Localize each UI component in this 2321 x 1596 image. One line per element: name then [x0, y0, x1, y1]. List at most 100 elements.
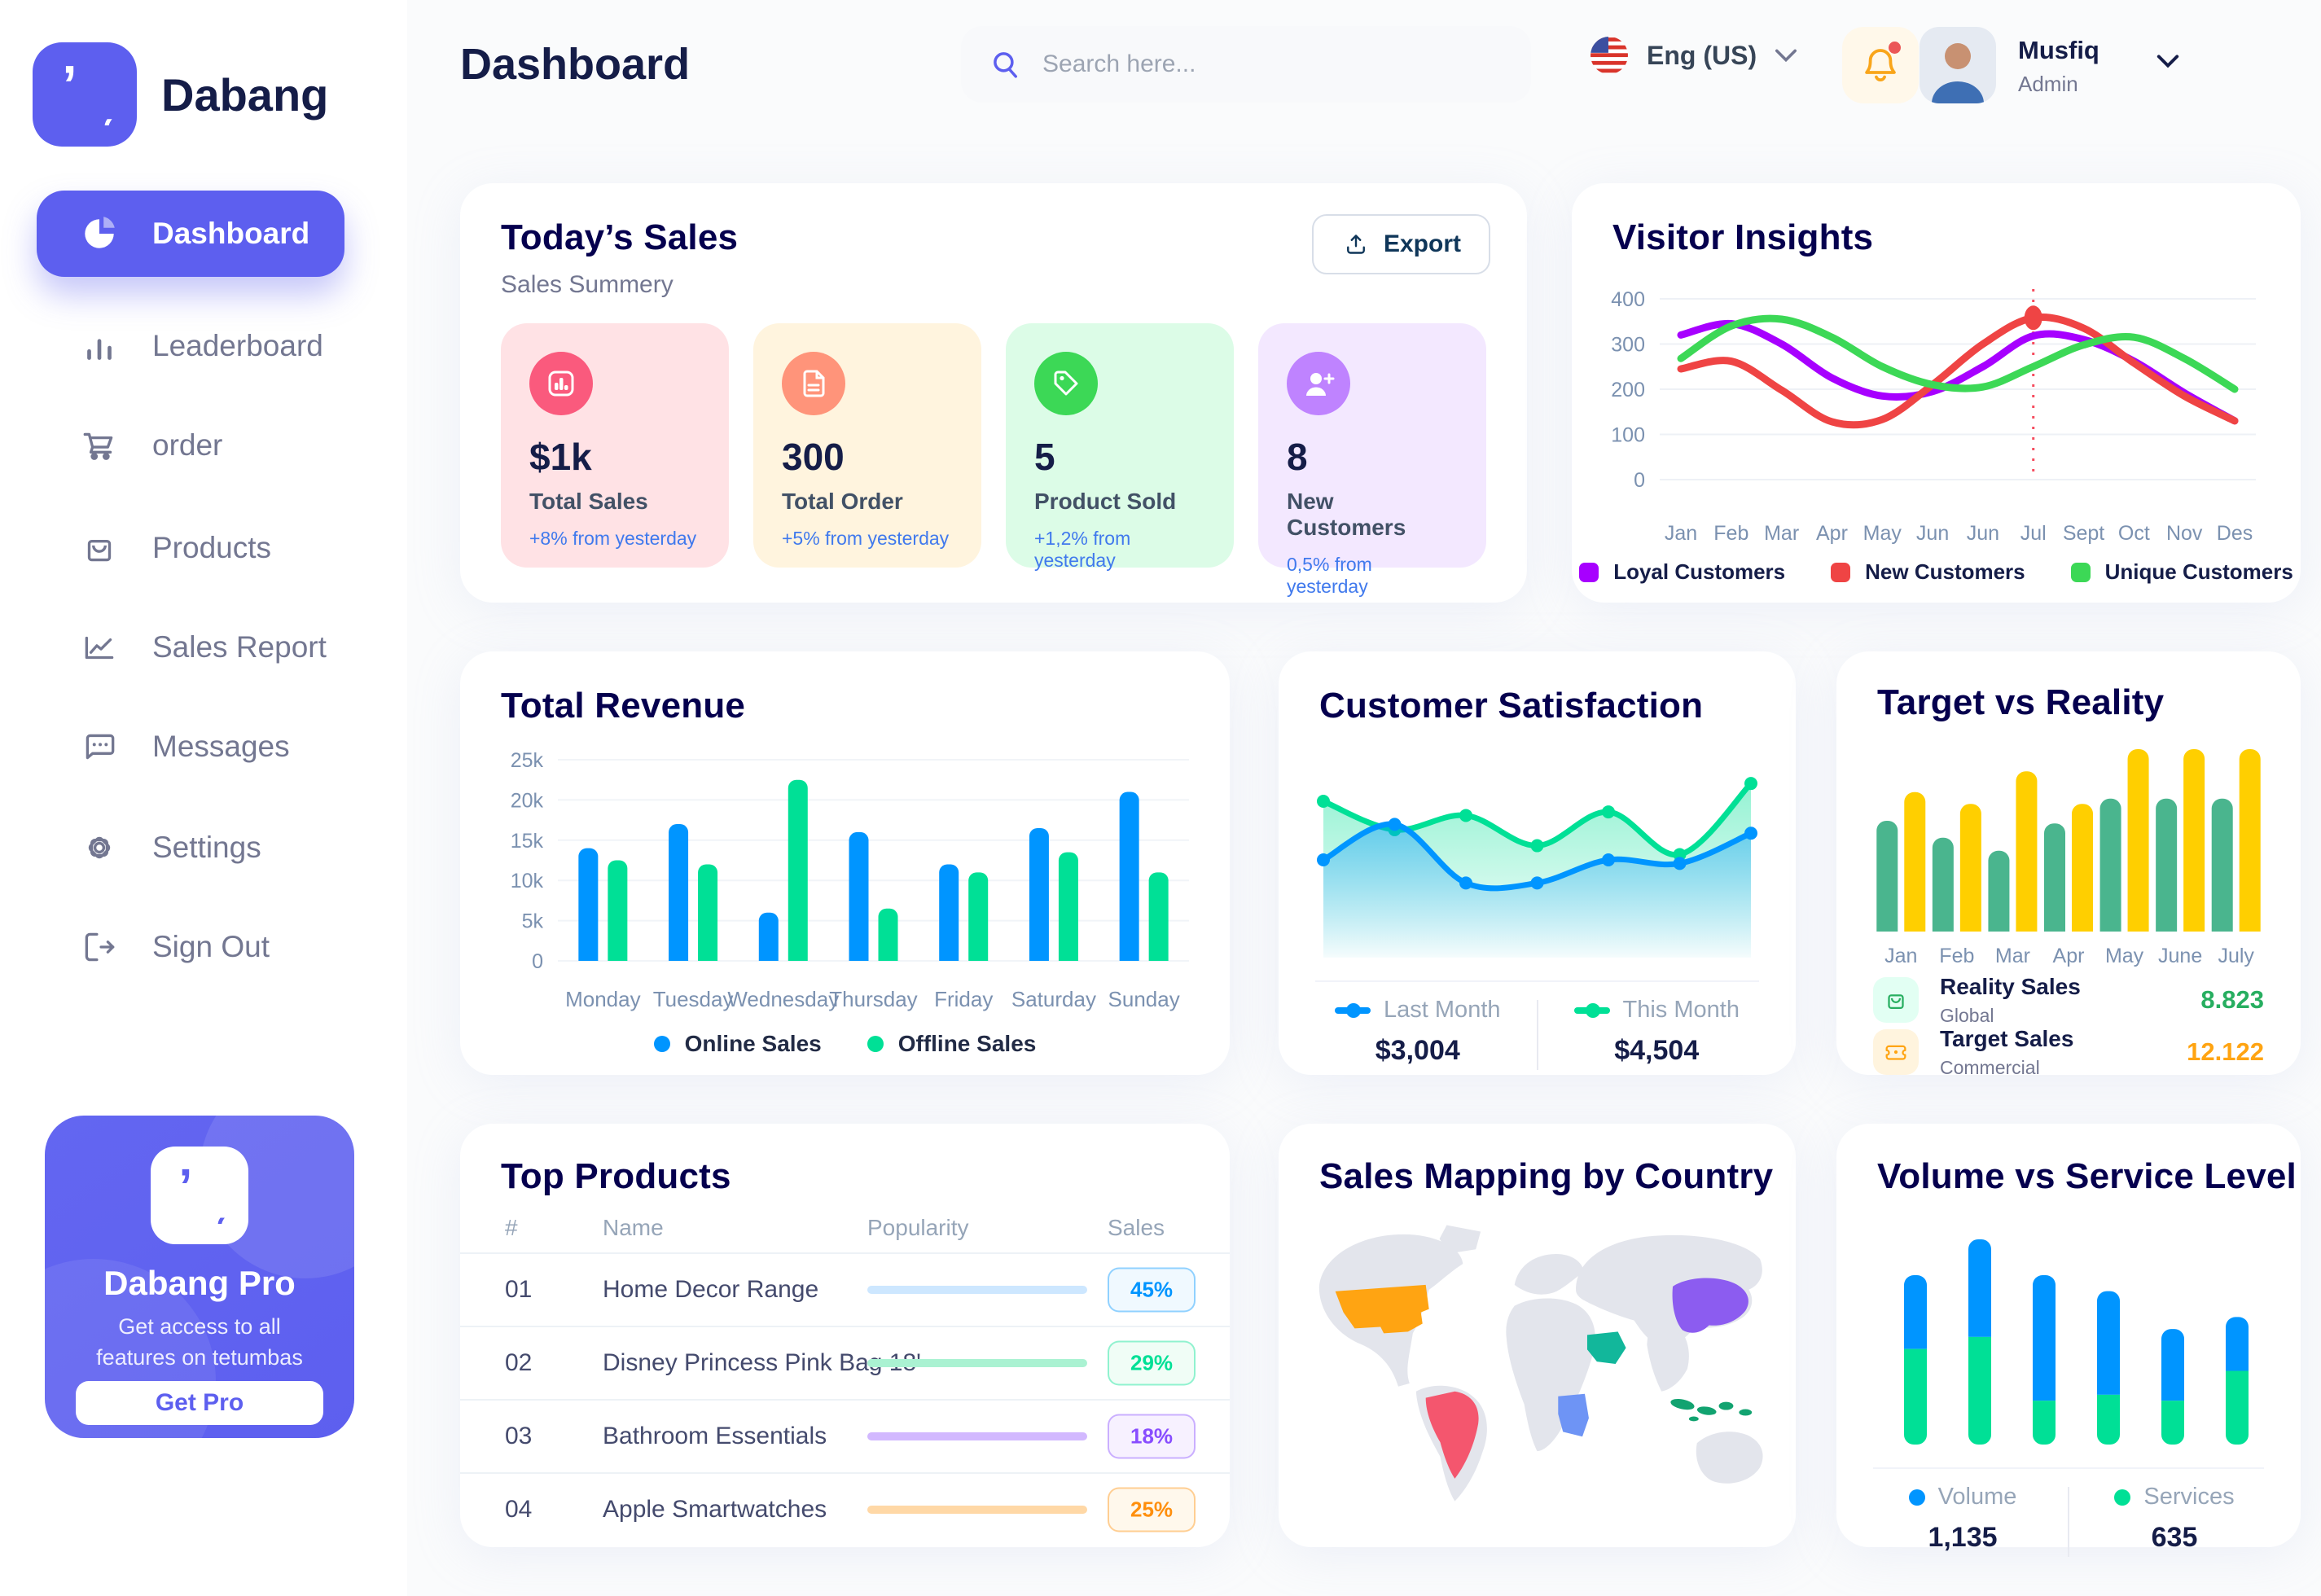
column-header: Name — [603, 1215, 664, 1240]
card-title: Today’s Sales — [501, 217, 739, 257]
svg-text:Wednesday: Wednesday — [727, 987, 839, 1011]
popularity-bar — [867, 1359, 1087, 1367]
legend-label: Online Sales — [684, 1031, 822, 1056]
stat-delta: +5% from yesterday — [782, 528, 950, 549]
sidebar-item-sales-report[interactable]: Sales Report — [37, 609, 344, 686]
order-file-icon — [782, 352, 845, 415]
legend-item: Last Month $3,004 — [1335, 997, 1501, 1070]
map-country-saudi-arabia[interactable] — [1586, 1331, 1626, 1365]
svg-text:Thursday: Thursday — [829, 987, 917, 1011]
legend-swatch — [1579, 562, 1599, 582]
avatar[interactable] — [1920, 27, 1996, 103]
search-input[interactable] — [1042, 50, 1503, 78]
legend-label: New Customers — [1865, 559, 2025, 584]
export-label: Export — [1383, 230, 1461, 257]
stat-value: $1k — [529, 436, 592, 478]
stat-total-order: 300 Total Order +5% from yesterday — [753, 323, 981, 568]
svg-text:25k: 25k — [511, 749, 544, 772]
svg-text:May: May — [2105, 945, 2144, 967]
legend-value: $3,004 — [1375, 1035, 1460, 1066]
map-country-brazil[interactable] — [1425, 1391, 1479, 1479]
legend-item: Unique Customers — [2070, 559, 2293, 585]
logo-text: Dabang — [161, 68, 329, 121]
row-name: Bathroom Essentials — [603, 1423, 827, 1449]
export-button[interactable]: Export — [1311, 214, 1490, 274]
card-title: Target vs Reality — [1877, 682, 2165, 722]
popularity-bar — [867, 1286, 1087, 1294]
legend-name: Target Sales — [1940, 1025, 2074, 1051]
logo[interactable]: ’’ Dabang — [33, 42, 328, 147]
legend-item: Loyal Customers — [1579, 559, 1785, 585]
visitor-legend: Loyal Customers New Customers Unique Cus… — [1572, 559, 2301, 585]
notifications-button[interactable] — [1842, 27, 1919, 103]
card-title: Visitor Insights — [1612, 217, 1874, 257]
sidebar-item-products[interactable]: Products — [37, 510, 344, 586]
sidebar-item-leaderboard[interactable]: Leaderboard — [37, 308, 344, 384]
language-selector[interactable]: Eng (US) — [1590, 36, 1797, 75]
svg-text:Nov: Nov — [2166, 522, 2203, 545]
language-label: Eng (US) — [1647, 40, 1757, 70]
legend-divider — [2068, 1487, 2069, 1557]
svg-text:Feb: Feb — [1713, 522, 1748, 545]
search-bar[interactable] — [961, 26, 1531, 103]
legend-sub: Global — [1940, 1004, 1994, 1026]
svg-text:400: 400 — [1611, 288, 1645, 311]
row-num: 04 — [505, 1496, 533, 1523]
table-row: 04 Apple Smartwatches 25% — [460, 1472, 1230, 1546]
notification-dot — [1889, 42, 1901, 54]
map-country-indonesia[interactable] — [1669, 1397, 1753, 1422]
sidebar-item-sign-out[interactable]: Sign Out — [37, 909, 344, 985]
sign-out-icon — [79, 927, 120, 967]
sales-badge: 18% — [1108, 1414, 1196, 1459]
map-land — [1318, 1225, 1763, 1502]
card-subtitle: Sales Summery — [501, 271, 673, 298]
map-country-united-states[interactable] — [1335, 1284, 1429, 1334]
visitor-insights-chart: 0 100 200 300 400 Jan Feb Mar Apr May Jun Jun Jul Sep… — [1611, 288, 2256, 545]
svg-text:0: 0 — [1634, 469, 1645, 492]
today-sales-card: Today’s Sales Sales Summery Export $1k T… — [460, 183, 1527, 603]
stat-delta: +8% from yesterday — [529, 528, 697, 549]
sidebar-item-label: Dashboard — [152, 217, 310, 250]
card-title: Volume vs Service Level — [1877, 1156, 2297, 1196]
map-country-china[interactable] — [1672, 1278, 1748, 1333]
svg-text:15k: 15k — [511, 830, 544, 853]
target-sales-legend-row: Target Sales Commercial 12.122 — [1873, 1025, 2264, 1078]
stat-delta: +1,2% from yesterday — [1034, 528, 1131, 571]
sidebar-item-label: Leaderboard — [152, 329, 323, 362]
sidebar-item-order[interactable]: order — [37, 407, 344, 484]
gear-icon — [79, 827, 120, 868]
sales-badge: 25% — [1108, 1487, 1196, 1532]
profile-chevron-icon[interactable] — [2156, 54, 2179, 68]
legend-label: Volume — [1937, 1484, 2017, 1510]
cart-icon — [79, 425, 120, 466]
dabang-glyph-icon: ’’ — [62, 64, 116, 125]
svg-text:0: 0 — [532, 950, 543, 973]
svg-text:200: 200 — [1611, 379, 1645, 401]
svg-text:Des: Des — [2217, 522, 2253, 545]
sidebar-item-label: order — [152, 428, 223, 462]
legend-item: Volume 1,135 — [1893, 1484, 2032, 1557]
bar-chart-icon — [529, 352, 593, 415]
target-vs-reality-chart: Jan Feb Mar Apr May June July — [1876, 749, 2261, 967]
divider — [1315, 980, 1759, 982]
stat-value: 300 — [782, 436, 845, 478]
sidebar-item-messages[interactable]: Messages — [37, 708, 344, 785]
sidebar-item-dashboard[interactable]: Dashboard — [37, 191, 344, 277]
search-icon — [994, 52, 1017, 78]
map-country-dr-congo[interactable] — [1558, 1393, 1589, 1437]
pro-logo-icon: ’’ — [151, 1147, 248, 1244]
get-pro-button[interactable]: Get Pro — [76, 1381, 323, 1425]
satisfaction-legend: Last Month $3,004 This Month $4,504 — [1279, 997, 1796, 1070]
ticket-icon — [1873, 1029, 1919, 1075]
legend-dot — [1908, 1489, 1925, 1506]
sales-badge: 29% — [1108, 1340, 1196, 1386]
legend-label: Offline Sales — [897, 1031, 1037, 1056]
stat-value: 8 — [1287, 436, 1308, 478]
sidebar-item-settings[interactable]: Settings — [37, 809, 344, 886]
svg-text:’: ’ — [101, 86, 116, 125]
svg-text:Tuesday: Tuesday — [653, 987, 734, 1011]
volume-vs-service-card: Volume vs Service Level Volume 1,135 Ser… — [1836, 1124, 2301, 1557]
legend-item: New Customers — [1831, 559, 2025, 585]
legend-item: This Month $4,504 — [1573, 997, 1740, 1070]
logo-icon: ’’ — [33, 42, 137, 147]
